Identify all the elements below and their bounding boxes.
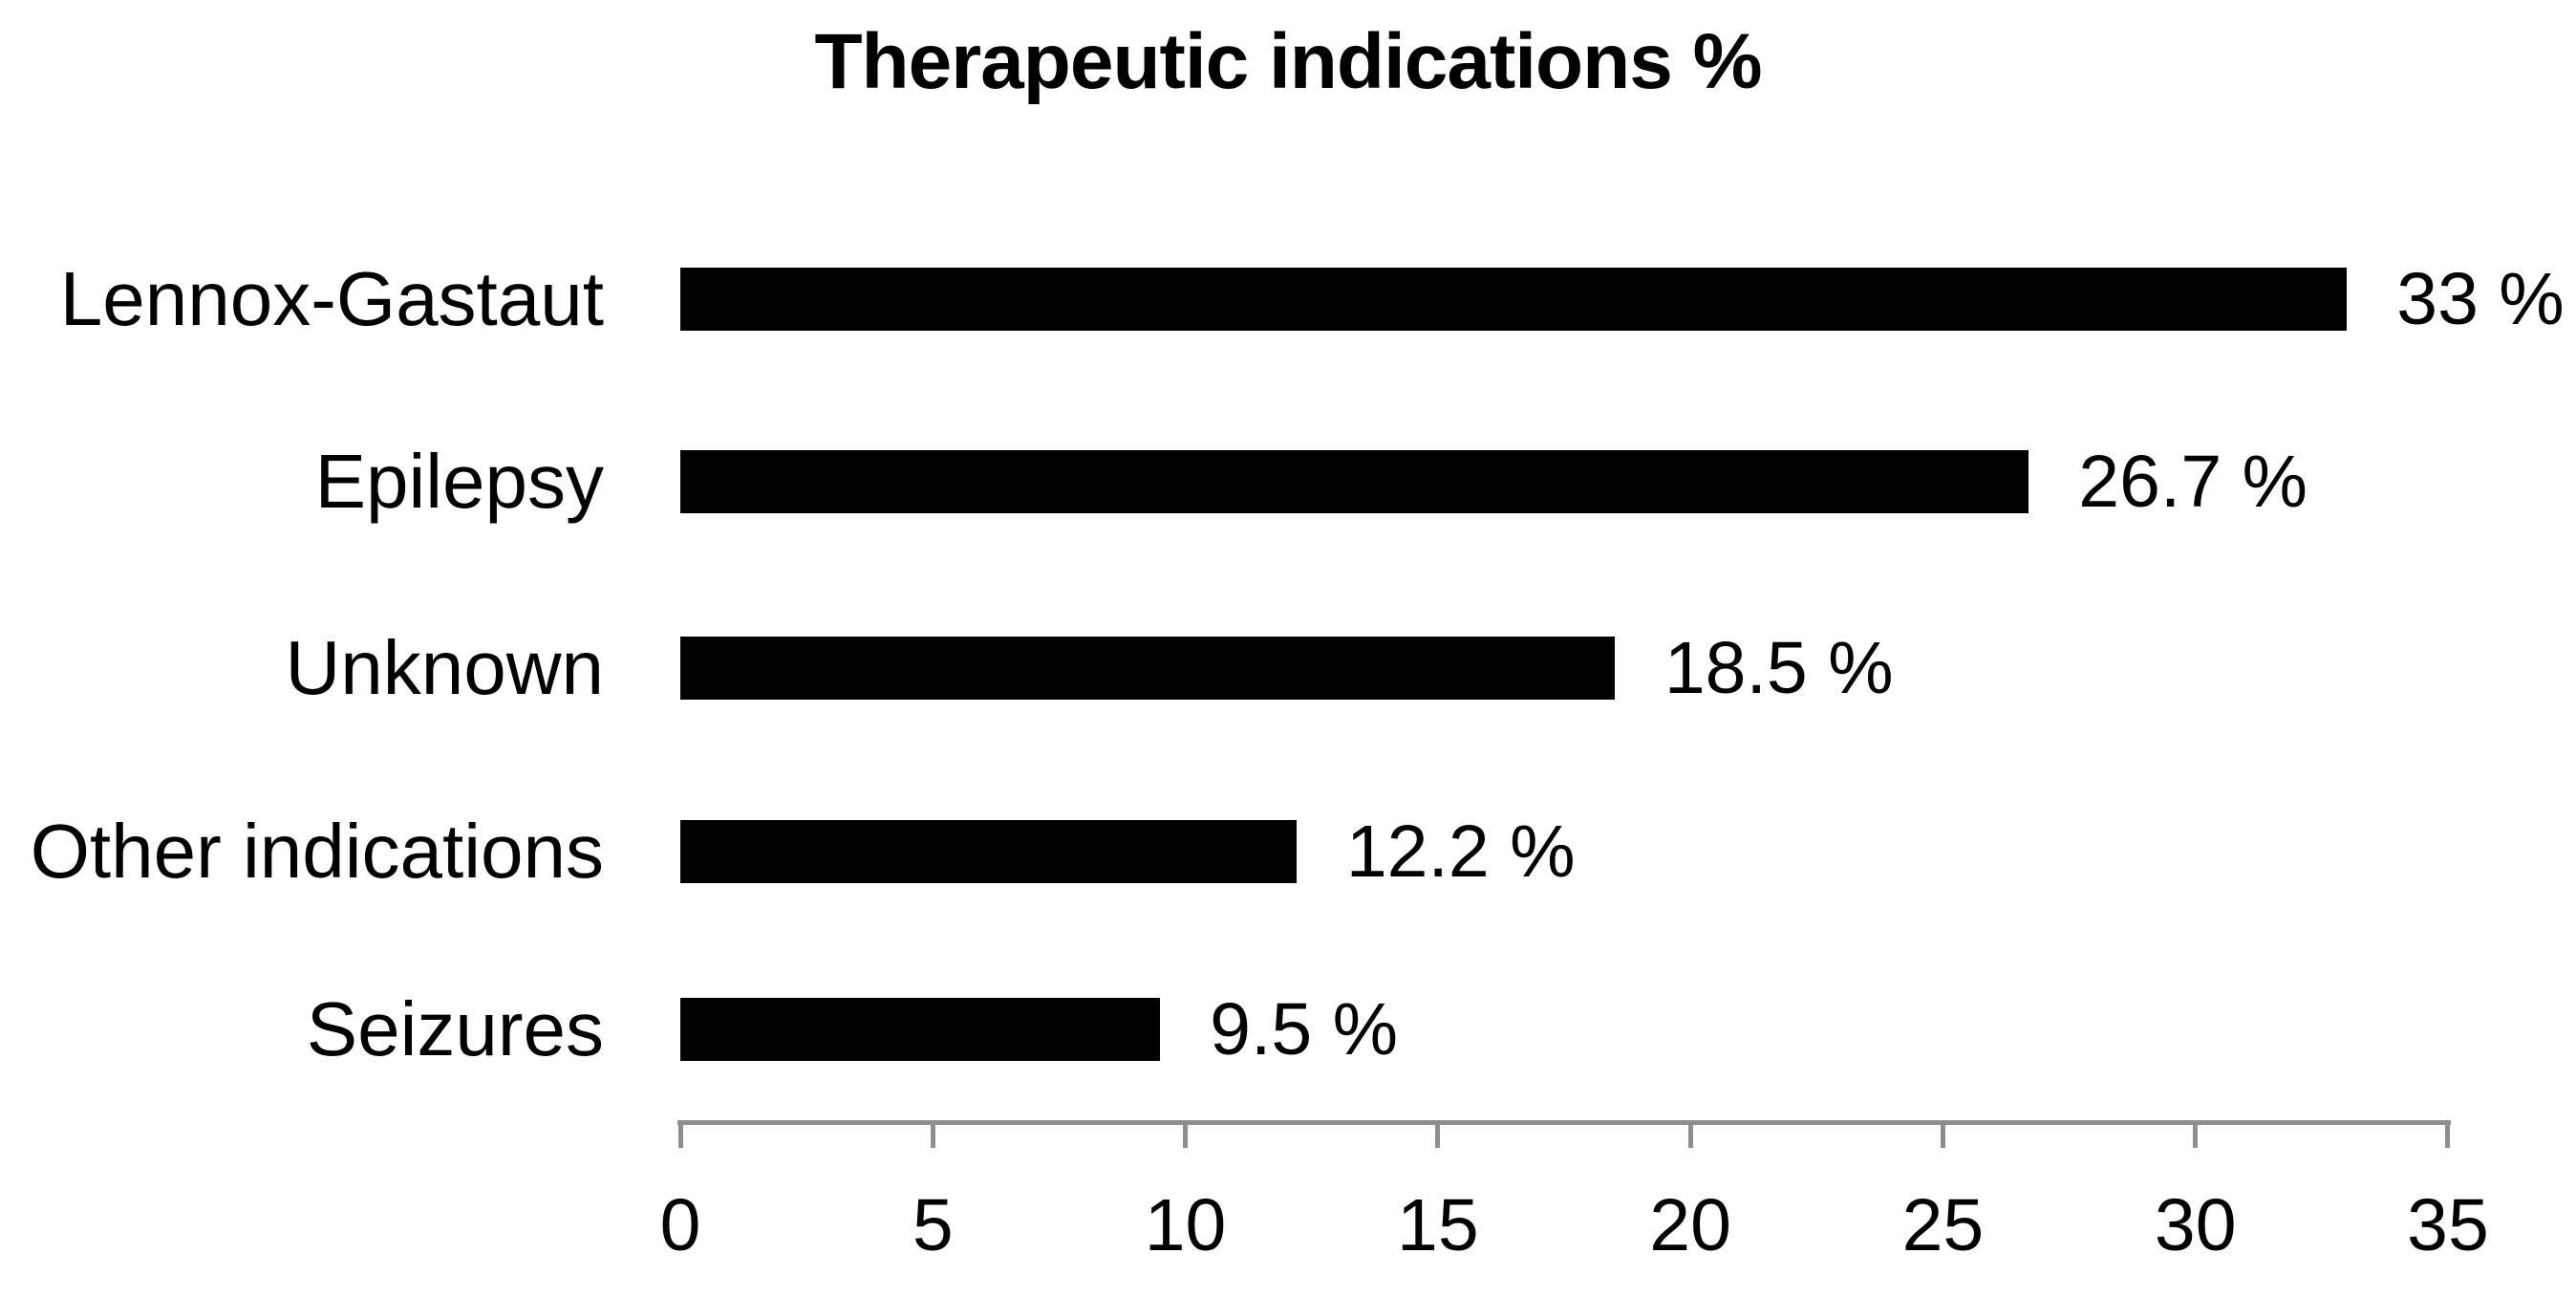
x-axis-tick-label: 15 bbox=[1397, 1184, 1479, 1266]
value-label: 26.7 % bbox=[2078, 440, 2308, 523]
bar bbox=[680, 998, 1161, 1061]
value-label: 18.5 % bbox=[1664, 626, 1894, 709]
x-axis-tick bbox=[1435, 1120, 1441, 1148]
category-label: Epilepsy bbox=[314, 439, 604, 524]
chart-title: Therapeutic indications % bbox=[814, 18, 1762, 105]
x-axis-tick bbox=[677, 1120, 683, 1148]
value-label: 12.2 % bbox=[1345, 810, 1576, 893]
x-axis-tick-label: 35 bbox=[2407, 1184, 2489, 1266]
x-axis-tick bbox=[2445, 1120, 2451, 1148]
x-axis-tick bbox=[2193, 1120, 2199, 1148]
x-axis-tick-label: 10 bbox=[1144, 1184, 1227, 1266]
x-axis-tick-label: 25 bbox=[1901, 1184, 1985, 1266]
x-axis-tick bbox=[1183, 1120, 1189, 1148]
category-label: Unknown bbox=[285, 625, 604, 710]
x-axis-tick bbox=[930, 1120, 935, 1148]
category-label: Seizures bbox=[306, 986, 604, 1071]
x-axis-tick bbox=[1687, 1120, 1693, 1148]
x-axis-tick-label: 30 bbox=[2154, 1184, 2237, 1266]
x-axis-tick bbox=[1940, 1120, 1945, 1148]
x-axis-tick-label: 0 bbox=[659, 1184, 701, 1266]
category-label: Other indications bbox=[30, 809, 604, 894]
x-axis-tick-label: 5 bbox=[912, 1184, 954, 1266]
value-label: 33 % bbox=[2396, 257, 2565, 340]
bar bbox=[680, 820, 1297, 883]
x-axis-line bbox=[677, 1120, 2451, 1125]
category-label: Lennox-Gastaut bbox=[59, 256, 604, 341]
bar bbox=[680, 268, 2348, 331]
bar bbox=[680, 637, 1615, 700]
value-label: 9.5 % bbox=[1210, 987, 1399, 1070]
x-axis-tick-label: 20 bbox=[1649, 1184, 1731, 1266]
bar bbox=[680, 450, 2029, 513]
